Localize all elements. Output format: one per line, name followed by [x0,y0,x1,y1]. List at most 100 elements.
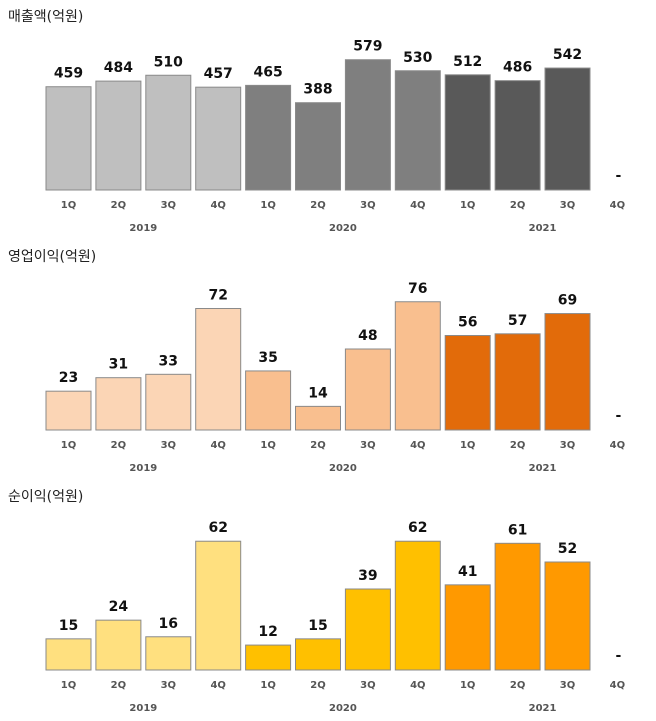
x-tick-label: 2Q [510,200,525,211]
bar [544,313,591,431]
year-label: 2019 [129,223,157,234]
data-label: 388 [303,82,332,98]
x-tick-label: 3Q [360,680,375,691]
x-tick-label: 2Q [111,680,126,691]
bar [295,638,341,671]
x-tick-label: 1Q [460,440,475,451]
data-label: 486 [503,60,532,76]
bar [494,80,541,191]
x-tick-label: 1Q [61,440,76,451]
data-label: 23 [59,370,78,386]
revenue-chart-panel: 매출액(억원) 459 1Q 484 2Q 510 3Q 457 4Q 465 1Q 388 2Q 57… [0,0,656,240]
x-tick-label: 2Q [111,200,126,211]
data-label: 15 [308,618,327,634]
bar [245,644,292,671]
x-tick-label: 4Q [610,440,625,451]
x-tick-label: 3Q [161,680,176,691]
data-label: 24 [109,599,129,615]
data-label: 56 [458,315,477,331]
x-tick-label: 3Q [560,440,575,451]
bar [245,84,292,191]
data-label: 484 [104,60,133,76]
data-label: 61 [508,522,527,538]
data-label: - [615,168,621,184]
bar [444,74,491,191]
bar [145,373,192,431]
bar [145,74,192,191]
x-tick-label: 1Q [260,440,275,451]
chart-title: 매출액(억원) [8,9,84,25]
x-tick-label: 1Q [260,680,275,691]
data-label: - [615,408,621,424]
x-tick-label: 4Q [410,200,425,211]
bar [494,542,541,671]
x-tick-label: 2Q [310,440,325,451]
x-tick-label: 1Q [460,200,475,211]
data-label: 459 [54,66,83,82]
x-tick-label: 3Q [560,200,575,211]
bar [45,638,92,671]
data-label: 465 [253,64,282,80]
x-tick-label: 4Q [210,200,225,211]
data-label: 41 [458,564,477,580]
data-label: 72 [208,288,227,304]
bar [394,540,441,671]
x-tick-label: 4Q [410,440,425,451]
data-label: 69 [558,293,577,309]
net-income-chart-panel: 순이익(억원) 15 1Q 24 2Q 16 3Q 62 4Q 12 1Q 15 2Q 39 3Q 62 4Q… [0,480,656,720]
data-label: 62 [408,520,427,536]
bar [45,390,92,431]
x-tick-label: 4Q [410,680,425,691]
x-tick-label: 4Q [610,200,625,211]
bar [494,333,541,431]
x-tick-label: 2Q [111,440,126,451]
year-label: 2020 [329,703,357,714]
chart-title: 순이익(억원) [8,489,84,505]
x-tick-label: 1Q [260,200,275,211]
bar [544,561,591,671]
data-label: 512 [453,54,482,70]
x-tick-label: 2Q [310,680,325,691]
bar [295,102,341,191]
operating-profit-bar-chart: 23 1Q 31 2Q 33 3Q 72 4Q 35 1Q 14 2Q 48 3Q 76 4Q 56 1Q 57 2Q… [45,281,625,474]
x-tick-label: 2Q [510,680,525,691]
operating-profit-chart-panel: 영업이익(억원) 23 1Q 31 2Q 33 3Q 72 4Q 35 1Q 14 2Q 48 3Q 76 4… [0,240,656,480]
x-tick-label: 3Q [161,200,176,211]
data-label: 62 [208,520,227,536]
bar [245,370,292,431]
data-label: 16 [159,616,178,632]
x-tick-label: 2Q [310,200,325,211]
data-label: 15 [59,618,78,634]
year-label: 2021 [529,463,557,474]
bar [195,86,242,191]
bar [195,540,242,671]
data-label: 48 [358,328,377,344]
bar [344,348,391,431]
bar [95,377,142,431]
bar [344,59,391,191]
x-tick-label: 4Q [210,680,225,691]
data-label: 57 [508,313,527,329]
bar [444,584,491,671]
x-tick-label: 1Q [61,680,76,691]
data-label: 542 [553,47,582,63]
net-income-bar-chart: 15 1Q 24 2Q 16 3Q 62 4Q 12 1Q 15 2Q 39 3Q 62 4Q 41 1Q 61 2Q… [45,520,625,714]
year-label: 2019 [129,463,157,474]
bar [145,636,192,671]
year-label: 2021 [529,223,557,234]
year-label: 2021 [529,703,557,714]
bar [195,308,242,431]
data-label: 52 [558,541,577,557]
bar [344,588,391,671]
bar [394,70,441,191]
x-tick-label: 1Q [61,200,76,211]
data-label: 14 [308,385,328,401]
x-tick-label: 1Q [460,680,475,691]
year-label: 2020 [329,223,357,234]
bar [295,405,341,431]
data-label: - [615,648,621,664]
data-label: 510 [154,54,183,70]
x-tick-label: 4Q [210,440,225,451]
year-label: 2020 [329,463,357,474]
data-label: 31 [109,357,128,373]
